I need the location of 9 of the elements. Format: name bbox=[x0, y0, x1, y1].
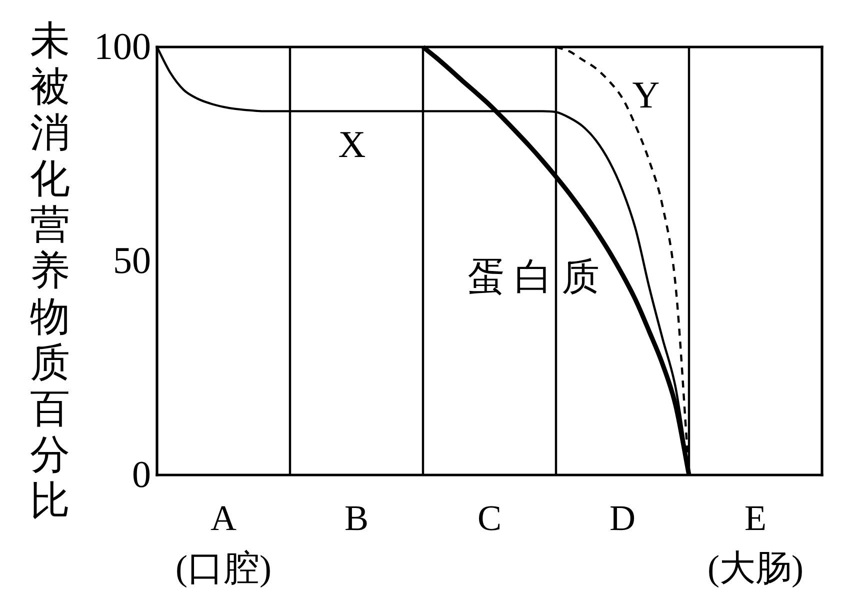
x-tick-label: D bbox=[610, 498, 636, 538]
x-tick-label: E (大肠) bbox=[708, 498, 804, 588]
y-tick-label: 50 bbox=[113, 240, 151, 282]
x-tick-label: C bbox=[477, 498, 502, 538]
y-tick-label: 0 bbox=[132, 454, 151, 496]
x-tick-label: B bbox=[344, 498, 369, 538]
y-tick-label: 100 bbox=[94, 26, 151, 68]
x-tick-label: A (口腔) bbox=[176, 498, 272, 588]
ylabel: 未被消化营养物质百分比 bbox=[30, 18, 70, 523]
